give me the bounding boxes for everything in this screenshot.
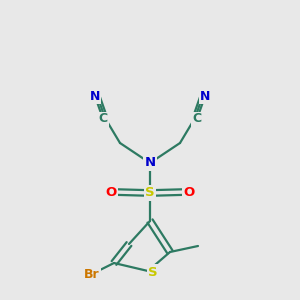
Text: O: O [105,185,117,199]
Text: N: N [90,89,100,103]
Text: S: S [145,187,155,200]
Text: S: S [148,266,158,278]
Text: O: O [183,185,195,199]
Text: Br: Br [84,268,100,281]
Text: N: N [144,157,156,169]
Text: C: C [192,112,202,125]
Text: N: N [200,89,210,103]
Text: C: C [98,112,108,125]
